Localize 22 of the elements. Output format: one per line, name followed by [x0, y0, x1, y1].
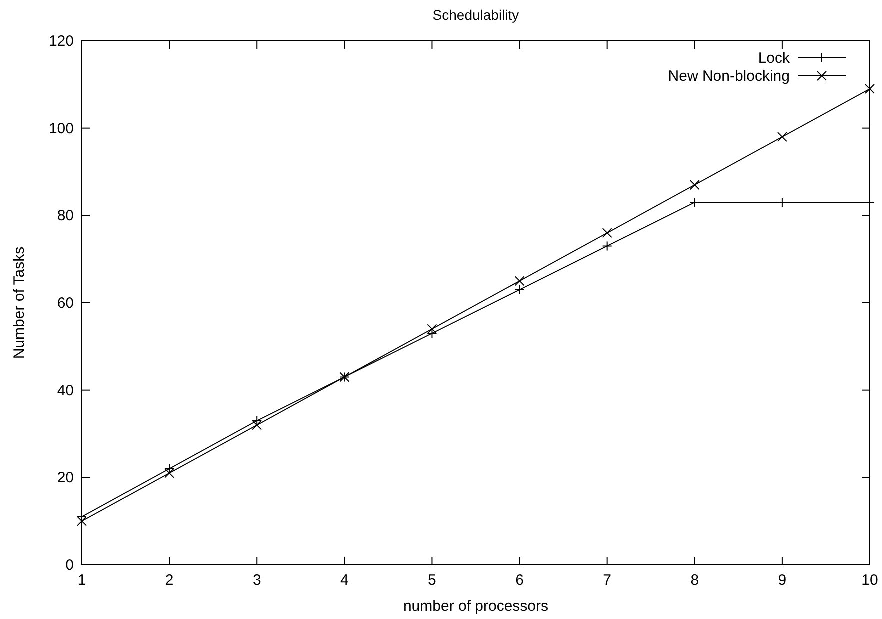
y-tick-label: 100 — [48, 120, 74, 138]
legend-label: New Non-blocking — [668, 68, 790, 85]
x-tick-label: 6 — [516, 572, 524, 589]
x-tick-label: 8 — [690, 572, 700, 589]
x-tick-label: 3 — [252, 572, 262, 589]
x-tick-label: 4 — [340, 572, 349, 589]
x-tick-label: 10 — [862, 572, 878, 589]
legend-label: Lock — [758, 50, 790, 67]
y-tick-label: 0 — [66, 557, 74, 574]
x-tick-label: 9 — [778, 572, 787, 589]
chart-title: Schedulability — [432, 7, 520, 23]
x-tick-label: 1 — [78, 572, 86, 589]
x-tick-label: 2 — [165, 572, 174, 589]
y-axis-title: Number of Tasks — [11, 246, 28, 360]
y-tick-label: 60 — [57, 295, 74, 312]
y-tick-label: 120 — [48, 33, 74, 50]
y-tick-label: 20 — [57, 470, 74, 487]
x-axis-title: number of processors — [403, 598, 549, 615]
y-tick-label: 40 — [57, 382, 74, 400]
x-tick-label: 5 — [428, 572, 436, 589]
y-tick-label: 80 — [57, 208, 74, 225]
x-tick-label: 7 — [603, 572, 612, 589]
